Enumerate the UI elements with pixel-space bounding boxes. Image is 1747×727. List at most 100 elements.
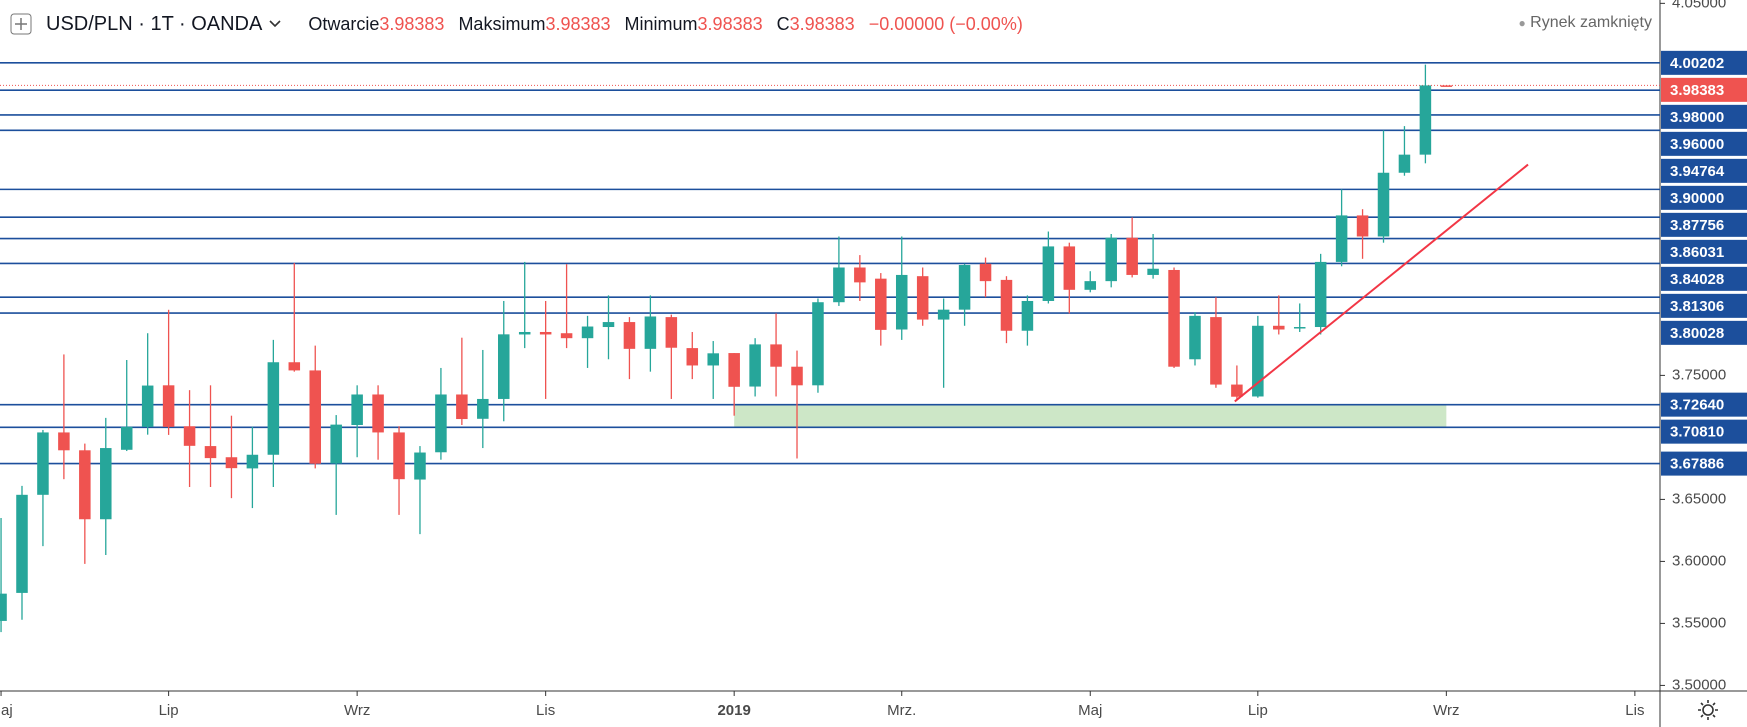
low-label: Minimum	[624, 13, 698, 34]
candle-body	[979, 263, 992, 282]
symbol-title[interactable]: USD/PLN · 1T · OANDA	[46, 12, 263, 35]
candle-body	[749, 344, 761, 387]
candle-body	[916, 276, 929, 320]
candle-body	[393, 432, 405, 480]
candle-body	[833, 267, 845, 303]
candle-body	[79, 450, 91, 520]
x-tick-label: Mrz.	[887, 702, 916, 719]
price-label: 3.90000	[1670, 190, 1724, 207]
candle-body	[183, 426, 196, 446]
price-label-box	[1661, 50, 1747, 75]
candle-body	[1356, 215, 1369, 237]
candle-body	[435, 394, 447, 453]
candle-body	[1021, 300, 1034, 331]
settings-icon-core	[1702, 704, 1714, 716]
candle-body	[330, 424, 342, 464]
candle-body	[37, 432, 49, 495]
close-value: 3.98383	[789, 13, 855, 34]
plot-area	[0, 62, 1660, 633]
x-tick-label: Lip	[159, 702, 179, 719]
price-label-box	[1661, 320, 1747, 345]
candle-body	[498, 334, 510, 399]
price-label-box	[1661, 266, 1747, 291]
candle-body	[1042, 246, 1055, 301]
x-tick-label: Lis	[1625, 702, 1644, 719]
market-status: ● Rynek zamknięty	[1518, 14, 1652, 32]
price-label-box	[1661, 158, 1747, 183]
candle-body	[1252, 325, 1264, 397]
candle-body	[560, 333, 573, 339]
high-label: Maksimum	[458, 13, 546, 34]
x-tick-label: Lip	[1248, 702, 1268, 719]
candle-body	[665, 317, 678, 348]
close-label: C	[776, 13, 790, 34]
candle-body	[539, 331, 552, 335]
price-label-box	[1661, 77, 1747, 102]
x-tick-label: Maj	[1078, 702, 1102, 719]
price-label: 3.87756	[1670, 217, 1724, 234]
high-value: 3.98383	[545, 13, 611, 34]
chevron[interactable]	[268, 19, 282, 29]
candle-body	[162, 385, 175, 427]
price-label: 3.72640	[1670, 397, 1724, 414]
price-label: 3.70810	[1670, 424, 1724, 441]
y-tick-label: 3.65000	[1672, 490, 1726, 507]
settings-icon[interactable]	[1698, 700, 1718, 720]
price-label: 3.94764	[1670, 163, 1725, 180]
price-label: 3.98383	[1670, 82, 1724, 99]
price-label: 3.98000	[1670, 109, 1724, 126]
add-icon[interactable]	[10, 13, 32, 35]
y-tick-label: 3.75000	[1672, 366, 1726, 383]
open-label: Otwarcie	[308, 13, 380, 34]
candle-body	[791, 366, 803, 386]
price-label: 3.84028	[1670, 271, 1724, 288]
x-tick-label: 2019	[717, 702, 750, 719]
price-label-box	[1661, 392, 1747, 417]
price-label: 3.86031	[1670, 244, 1724, 261]
candle-body	[1084, 281, 1097, 290]
candle-body	[1210, 317, 1222, 385]
y-tick-label: 3.50000	[1672, 676, 1726, 693]
candle-body	[309, 370, 322, 464]
price-label-box	[1661, 293, 1747, 318]
candle-body	[120, 426, 133, 450]
price-label: 3.67886	[1670, 456, 1724, 473]
y-tick-label: 3.60000	[1672, 552, 1726, 569]
candle-body	[1314, 261, 1327, 328]
candle-body	[58, 432, 70, 451]
status-text: Rynek zamknięty	[1530, 14, 1652, 31]
candle-body	[1105, 237, 1117, 282]
candle-body	[1126, 237, 1138, 275]
candle-body	[854, 267, 866, 283]
candle-body	[581, 326, 594, 339]
y-tick-label: 4.05000	[1672, 0, 1726, 11]
candle-body	[1231, 384, 1243, 397]
candle-body	[686, 348, 699, 366]
candle-body	[204, 446, 217, 459]
candle-body	[644, 316, 657, 349]
candle-body	[1147, 268, 1159, 275]
legend-header: USD/PLN · 1T · OANDA Otwarcie 3.98383 Mak…	[0, 8, 1660, 40]
y-tick-label: 3.55000	[1672, 614, 1726, 631]
candle-body	[1293, 327, 1306, 329]
low-value: 3.98383	[697, 13, 763, 34]
x-tick-label: Wrz	[344, 702, 370, 719]
candle-body	[1168, 269, 1180, 367]
candle-body	[895, 274, 908, 330]
candle-body	[875, 278, 887, 330]
status-dot: ●	[1518, 16, 1526, 30]
candle-body	[372, 394, 384, 433]
support-zone	[734, 404, 1447, 428]
price-label-box	[1661, 185, 1747, 210]
price-label-box	[1661, 451, 1747, 476]
candle-body	[414, 452, 426, 480]
candle-body	[1377, 172, 1390, 237]
change-value: −0.00000 (−0.00%)	[868, 13, 1023, 34]
price-label: 3.80028	[1670, 325, 1724, 342]
candle-body	[267, 362, 280, 455]
candle-body	[812, 302, 824, 386]
candle-body	[770, 344, 782, 367]
price-label-box	[1661, 239, 1747, 264]
